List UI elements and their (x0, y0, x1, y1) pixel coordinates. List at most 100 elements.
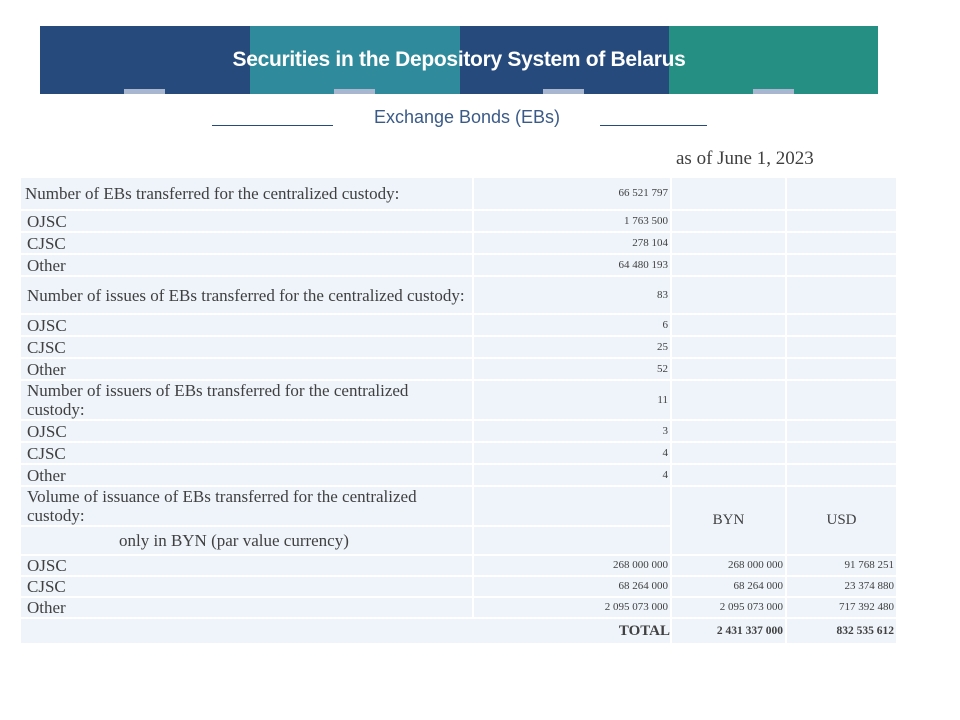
byn-value: 68 264 000 (670, 575, 787, 598)
row-value: 3 (472, 419, 672, 443)
total-usd: 832 535 612 (785, 617, 898, 645)
row-value: 68 264 000 (472, 575, 672, 598)
empty-cell (785, 441, 898, 465)
as-of-date: as of June 1, 2023 (676, 148, 814, 169)
byn-value: 268 000 000 (670, 554, 787, 577)
total-label: TOTAL (19, 617, 672, 645)
empty-cell (785, 379, 898, 421)
row-label: Number of EBs transferred for the centra… (19, 176, 474, 211)
row-label: OJSC (19, 419, 474, 443)
row-value: 268 000 000 (472, 554, 672, 577)
table-row: OJSC 268 000 000 268 000 000 91 768 251 (19, 554, 898, 577)
page-title: Securities in the Depository System of B… (232, 48, 686, 71)
banner-notch (753, 89, 794, 94)
empty-cell (785, 463, 898, 487)
usd-value: 91 768 251 (785, 554, 898, 577)
row-value: 83 (472, 275, 672, 315)
row-value: 6 (472, 313, 672, 337)
row-value: 4 (472, 463, 672, 487)
byn-header: BYN (670, 485, 787, 556)
table-row: CJSC 25 (19, 335, 898, 359)
table-row: Volume of issuance of EBs transferred fo… (19, 485, 898, 556)
row-label: OJSC (19, 554, 474, 577)
table-row: CJSC 4 (19, 441, 898, 465)
banner-segment (250, 26, 460, 94)
row-value: 278 104 (472, 231, 672, 255)
row-label: CJSC (19, 335, 474, 359)
row-label: CJSC (19, 441, 474, 465)
empty-cell (670, 441, 787, 465)
row-label: CJSC (19, 575, 474, 598)
total-byn: 2 431 337 000 (670, 617, 787, 645)
row-label: Other (19, 463, 474, 487)
row-label: Other (19, 357, 474, 381)
empty-cell (785, 231, 898, 255)
empty-cell (670, 379, 787, 421)
currency-note: only in BYN (par value currency) (19, 525, 474, 556)
row-label: Volume of issuance of EBs transferred fo… (19, 485, 474, 527)
empty-cell (785, 419, 898, 443)
empty-cell (785, 253, 898, 277)
empty-cell (670, 335, 787, 359)
row-value: 2 095 073 000 (472, 596, 672, 619)
banner-notch (543, 89, 584, 94)
byn-value: 2 095 073 000 (670, 596, 787, 619)
row-value: 1 763 500 (472, 209, 672, 233)
table-row: Other 2 095 073 000 2 095 073 000 717 39… (19, 596, 898, 619)
table-row: OJSC 6 (19, 313, 898, 337)
empty-cell (785, 176, 898, 211)
empty-cell (670, 209, 787, 233)
table-row: Other 52 (19, 357, 898, 381)
empty-cell (670, 275, 787, 315)
page-subtitle: Exchange Bonds (EBs) (373, 107, 561, 127)
table-row: OJSC 3 (19, 419, 898, 443)
empty-cell (785, 275, 898, 315)
empty-cell (472, 485, 672, 527)
row-value: 64 480 193 (472, 253, 672, 277)
row-label: Number of issuers of EBs transferred for… (19, 379, 474, 421)
eb-statistics-table: Number of EBs transferred for the centra… (19, 176, 898, 645)
table-row: Number of issues of EBs transferred for … (19, 275, 898, 315)
usd-value: 717 392 480 (785, 596, 898, 619)
empty-cell (670, 253, 787, 277)
empty-cell (670, 176, 787, 211)
row-label: OJSC (19, 209, 474, 233)
usd-value: 23 374 880 (785, 575, 898, 598)
empty-cell (670, 463, 787, 487)
empty-cell (472, 525, 672, 556)
empty-cell (670, 419, 787, 443)
row-label: Number of issues of EBs transferred for … (19, 275, 474, 315)
row-label: CJSC (19, 231, 474, 255)
header-banner: Securities in the Depository System of B… (40, 26, 878, 94)
table-row: Other 64 480 193 (19, 253, 898, 277)
empty-cell (785, 209, 898, 233)
empty-cell (785, 357, 898, 381)
row-value: 11 (472, 379, 672, 421)
banner-notch (334, 89, 375, 94)
empty-cell (785, 313, 898, 337)
table-row: only in BYN (par value currency) (19, 525, 897, 556)
empty-cell (670, 313, 787, 337)
empty-cell (785, 335, 898, 359)
table-row: Number of issuers of EBs transferred for… (19, 379, 898, 421)
table-row: Other 4 (19, 463, 898, 487)
subtitle-rule-left (212, 125, 333, 126)
subtitle-rule-right (600, 125, 707, 126)
table-row: CJSC 68 264 000 68 264 000 23 374 880 (19, 575, 898, 598)
row-label: OJSC (19, 313, 474, 337)
banner-notch (124, 89, 165, 94)
row-label: Other (19, 253, 474, 277)
row-value: 66 521 797 (472, 176, 672, 211)
row-value: 4 (472, 441, 672, 465)
total-row: TOTAL 2 431 337 000 832 535 612 (19, 617, 898, 645)
row-label: Other (19, 596, 474, 619)
empty-cell (670, 357, 787, 381)
banner-segment (669, 26, 878, 94)
empty-cell (670, 231, 787, 255)
row-value: 25 (472, 335, 672, 359)
usd-header: USD (785, 485, 898, 556)
banner-segment (40, 26, 250, 94)
banner-segment (460, 26, 669, 94)
row-value: 52 (472, 357, 672, 381)
table-row: CJSC 278 104 (19, 231, 898, 255)
